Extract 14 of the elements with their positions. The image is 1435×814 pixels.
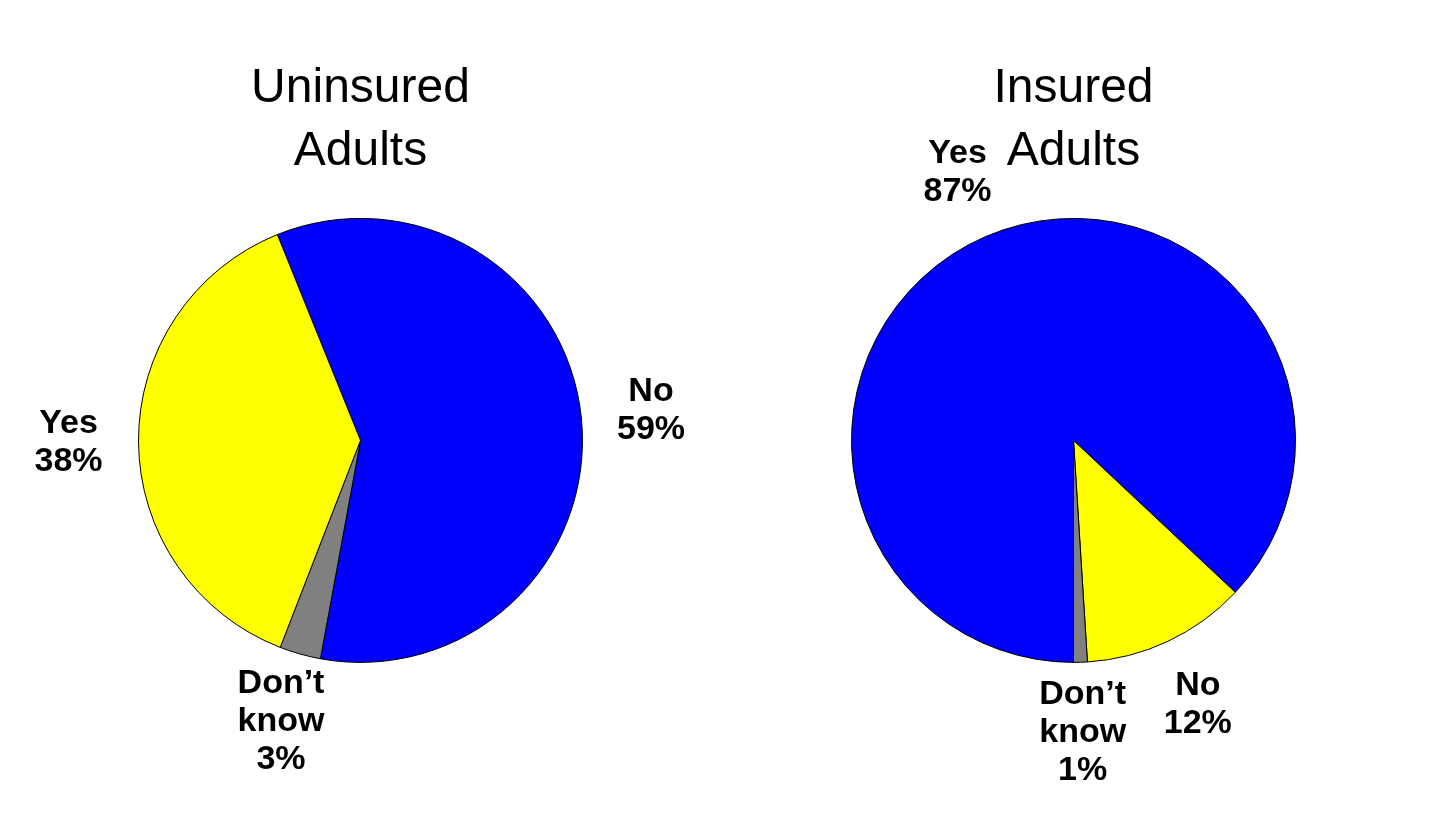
data-label: 87% [923, 169, 992, 208]
slice-label: Yes [928, 131, 987, 170]
chart-title: Insured Adults [993, 59, 1154, 175]
slice-label: Don’t know [1039, 672, 1127, 749]
data-label: 12% [1163, 701, 1232, 740]
chart-title: Uninsured Adults [251, 59, 470, 175]
data-label: 59% [616, 408, 686, 447]
slice-label: Yes [39, 401, 98, 440]
data-label: 1% [1058, 748, 1108, 787]
slice-label: Don’t know [237, 661, 325, 738]
data-label: 3% [256, 737, 306, 776]
slice-label: No [1175, 663, 1221, 702]
data-label: 38% [34, 439, 103, 478]
slice-label: No [628, 370, 674, 409]
